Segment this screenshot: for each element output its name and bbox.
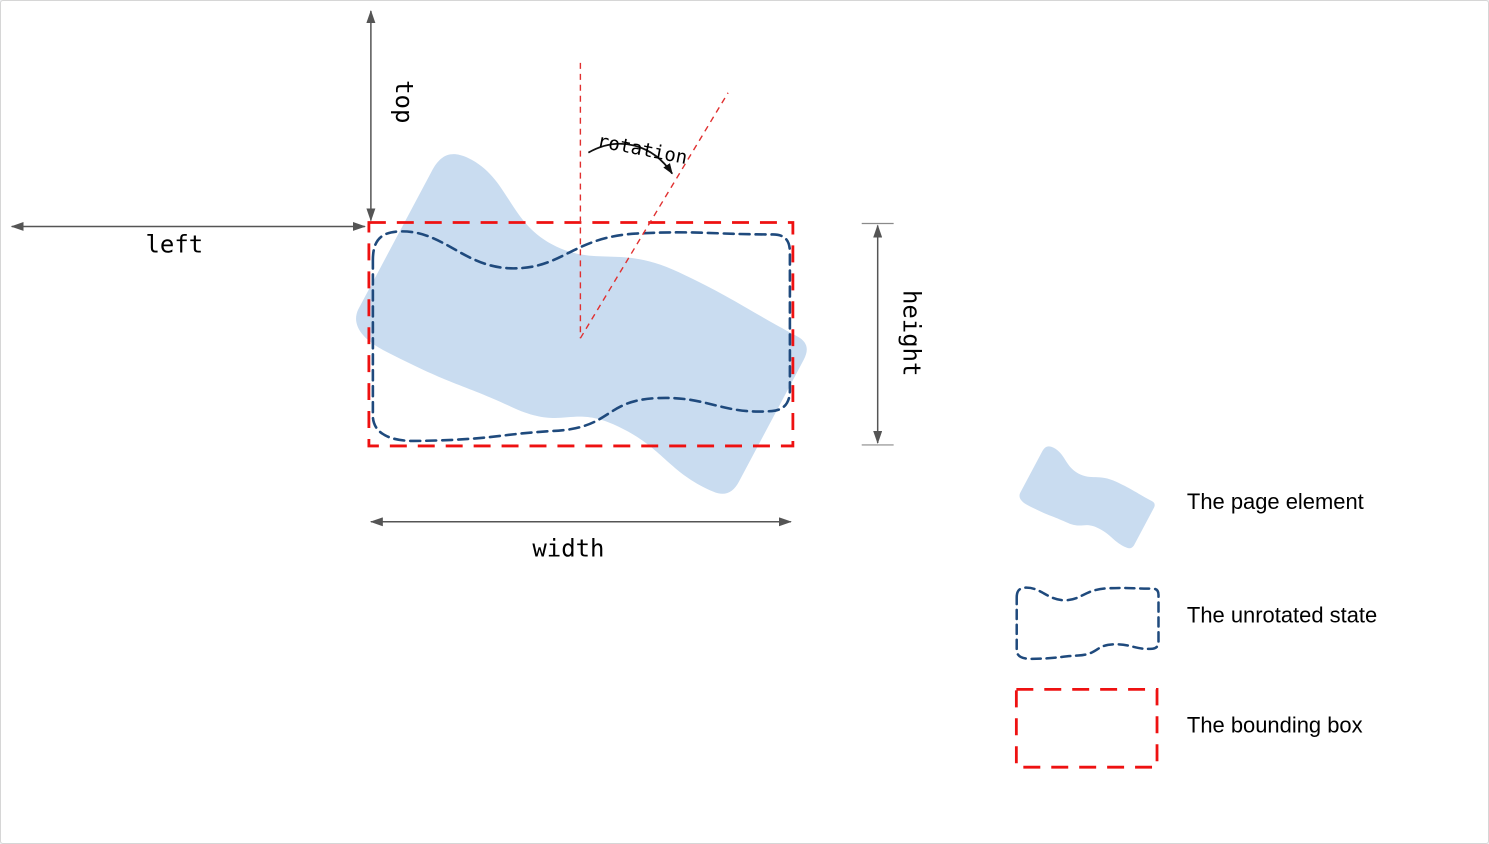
height-label: height [898,290,926,376]
legend-unrotated-state-icon [1015,586,1160,661]
rotation-angle-line [579,92,729,339]
legend-unrotated-state-label: The unrotated state [1187,603,1377,628]
legend-page-element-label: The page element [1187,489,1364,514]
legend-bounding-box-icon [1014,687,1159,769]
width-label: width [532,535,604,563]
legend-bounding-box-label: The bounding box [1187,712,1363,737]
page-element-shape [346,145,814,527]
rotation-arc-arrow [587,142,673,175]
legend-item-page-element: The page element [1016,443,1364,559]
rotation-label: rotation [595,130,689,169]
legend: The page element The unrotated state The… [1014,443,1377,769]
legend-page-element-icon [1016,443,1157,559]
left-label: left [146,230,204,258]
top-label: top [390,80,418,123]
legend-item-bounding-box: The bounding box [1014,687,1363,769]
legend-item-unrotated-state: The unrotated state [1015,586,1377,661]
